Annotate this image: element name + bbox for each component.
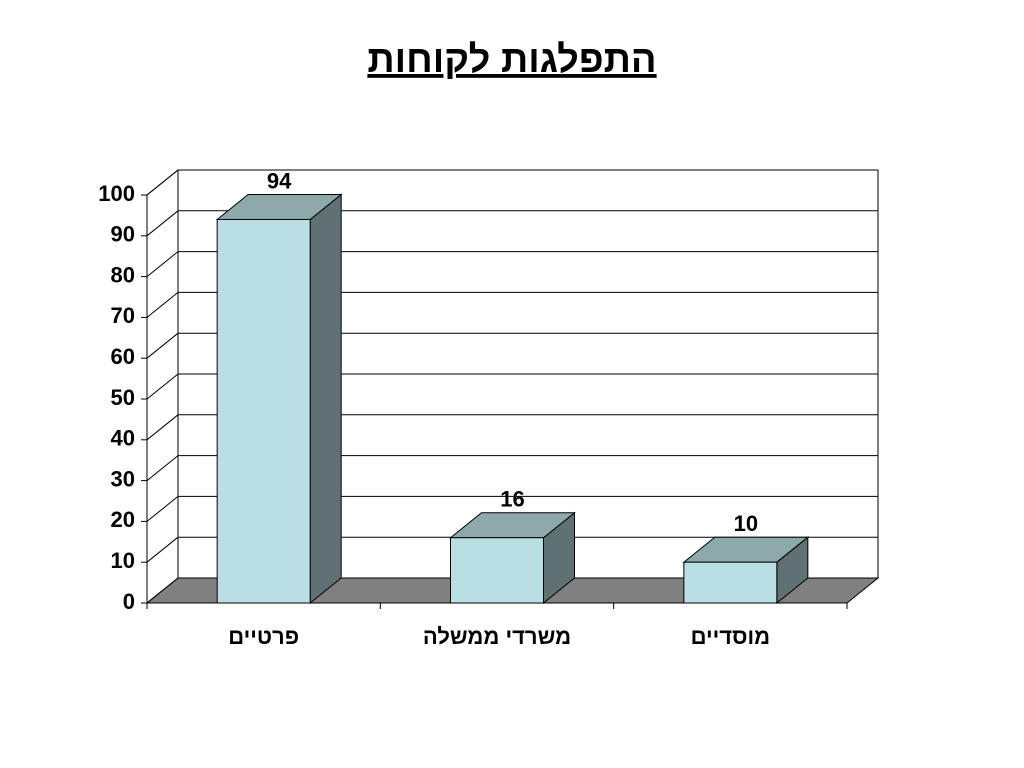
y-tick-label: 100 — [98, 181, 135, 206]
grid-line-side — [146, 251, 179, 277]
grid-line-side — [146, 577, 179, 604]
y-tick-label: 0 — [123, 589, 135, 614]
data-label: 94 — [267, 168, 292, 193]
y-tick-label: 30 — [111, 466, 135, 491]
grid-line-side — [146, 332, 179, 359]
y-tick-label: 70 — [111, 303, 135, 328]
chart-title: התפלגות לקוחות — [367, 39, 656, 81]
bar — [450, 537, 544, 604]
grid-line-side — [146, 414, 179, 441]
y-tick-label: 80 — [111, 262, 135, 287]
grid-line-side — [146, 455, 179, 481]
x-tick-label: משרדי ממשלה — [423, 624, 571, 649]
y-tick-label: 50 — [111, 385, 135, 410]
bar — [216, 218, 311, 604]
y-tick-label: 90 — [111, 222, 135, 247]
grid-line-side — [146, 373, 179, 400]
data-label: 16 — [500, 487, 524, 512]
grid-line-side — [146, 210, 179, 237]
bar-side — [309, 193, 342, 605]
grid-line-side — [146, 536, 179, 563]
y-tick-label: 20 — [111, 507, 135, 532]
y-tick-label: 40 — [111, 426, 135, 451]
x-tick-label: פרטיים — [228, 624, 299, 649]
y-tick-label: 10 — [111, 548, 135, 573]
y-tick-label: 60 — [111, 344, 135, 369]
x-tick-label: מוסדיים — [691, 624, 770, 649]
data-label: 10 — [734, 511, 758, 536]
grid-line-side — [146, 292, 179, 318]
grid-line-side — [146, 496, 179, 522]
bar — [683, 561, 778, 604]
grid-line-side — [146, 169, 179, 196]
